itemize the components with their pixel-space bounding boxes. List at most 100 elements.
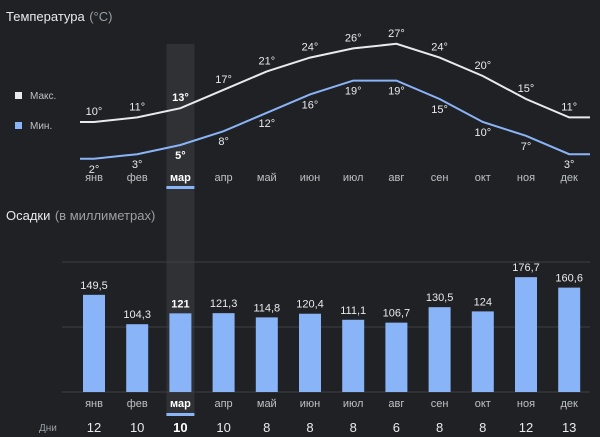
max-temperature-line — [80, 42, 590, 123]
legend-max-swatch — [15, 92, 22, 99]
days-value-label: 8 — [479, 420, 486, 435]
precipitation-bar — [83, 294, 105, 392]
max-temp-label: 24° — [431, 42, 448, 54]
precipitation-value-label: 176,7 — [512, 262, 540, 274]
temperature-month-label: июл — [343, 172, 364, 184]
precipitation-bar — [515, 277, 537, 392]
precipitation-bar — [255, 317, 278, 392]
precipitation-value-label: 130,5 — [426, 292, 454, 304]
temperature-month-labels: янв фев мар апр май июн июл авг сен окт ноя дек — [85, 172, 578, 184]
days-value-label: 10 — [173, 420, 187, 435]
precipitation-bar — [428, 307, 451, 392]
min-temp-label: 3° — [132, 159, 143, 171]
min-temp-label: 16° — [302, 99, 319, 111]
precipitation-month-label: июл — [343, 398, 364, 410]
min-temp-label: 19° — [345, 86, 362, 98]
legend-max-label: Макс. — [30, 91, 56, 102]
precipitation-month-label: фев — [127, 398, 148, 410]
precipitation-value-label: 121 — [171, 298, 189, 310]
temperature-month-label: июн — [300, 172, 320, 184]
temperature-month-label: сен — [431, 172, 449, 184]
precipitation-bar — [342, 319, 365, 392]
precipitation-bar — [471, 311, 494, 392]
max-temp-label: 26° — [345, 32, 362, 44]
precipitation-title: Осадки — [6, 208, 50, 223]
precipitation-bar — [126, 324, 149, 392]
selected-month-underline-top — [166, 186, 195, 189]
max-temp-label: 11° — [561, 101, 577, 113]
precipitation-value-label: 121,3 — [210, 298, 238, 310]
temperature-month-label: дек — [561, 172, 579, 184]
legend-min-label: Мин. — [30, 121, 52, 132]
days-value-label: 12 — [519, 420, 533, 435]
days-value-label: 8 — [436, 420, 443, 435]
precipitation-month-label: янв — [85, 398, 103, 410]
temperature-month-label: окт — [475, 172, 491, 184]
precipitation-value-labels: 149,5 104,3 121 121,3 114,8 120,4 111,1 106,7 13… — [80, 262, 583, 321]
precipitation-bar — [212, 313, 235, 392]
precipitation-month-label: июн — [300, 398, 320, 410]
precipitation-value-label: 124 — [474, 296, 492, 308]
min-temp-label: 19° — [388, 86, 405, 98]
max-temp-label: 13° — [172, 92, 189, 104]
min-temp-label: 15° — [431, 104, 448, 116]
precipitation-bar — [385, 322, 408, 392]
precipitation-month-label: май — [257, 398, 277, 410]
temperature-month-label: апр — [214, 172, 232, 184]
min-temp-label: 8° — [218, 136, 229, 148]
min-temp-label: 10° — [474, 127, 491, 139]
precipitation-bar — [558, 287, 581, 392]
temperature-unit: (°C) — [89, 9, 112, 24]
temperature-month-label: фев — [127, 172, 148, 184]
days-value-label: 12 — [87, 420, 101, 435]
days-value-label: 10 — [216, 420, 230, 435]
temperature-month-label: ноя — [517, 172, 535, 184]
min-temperature-line — [80, 79, 590, 160]
max-temp-label: 10° — [86, 106, 103, 118]
precipitation-chart-title: Осадки (в миллиметрах) — [6, 207, 155, 224]
precipitation-value-label: 120,4 — [296, 299, 324, 311]
max-temp-label: 21° — [258, 55, 275, 67]
precipitation-gridlines — [62, 261, 590, 393]
precipitation-value-label: 106,7 — [383, 308, 411, 320]
min-temp-label: 7° — [521, 141, 532, 153]
precipitation-bars — [83, 277, 581, 392]
precipitation-value-label: 104,3 — [123, 309, 151, 321]
legend-min-swatch — [15, 122, 22, 129]
precipitation-month-labels: янв фев мар апр май июн июл авг сен окт ноя дек — [85, 398, 578, 410]
temperature-month-label: май — [257, 172, 277, 184]
days-value-label: 8 — [263, 420, 270, 435]
precipitation-month-label: окт — [475, 398, 491, 410]
min-temp-label: 5° — [175, 150, 186, 162]
max-temp-label: 20° — [474, 60, 491, 72]
days-value-label: 8 — [306, 420, 313, 435]
precipitation-month-label: мар — [170, 398, 191, 410]
temperature-month-label: авг — [388, 172, 404, 184]
max-temp-label: 17° — [215, 74, 232, 86]
precipitation-value-label: 111,1 — [340, 305, 366, 317]
selected-month-underline-bottom — [166, 413, 195, 416]
precipitation-month-label: дек — [561, 398, 579, 410]
days-value-label: 6 — [393, 420, 400, 435]
temperature-month-label: мар — [170, 172, 191, 184]
days-caption: Дни — [39, 423, 57, 434]
precipitation-value-label: 149,5 — [80, 280, 108, 292]
precipitation-value-label: 160,6 — [555, 273, 583, 285]
max-temp-label: 11° — [129, 101, 145, 113]
precipitation-days-labels: 12 10 10 10 8 8 8 6 8 8 12 13 — [87, 420, 577, 435]
precipitation-month-label: апр — [214, 398, 232, 410]
days-value-label: 10 — [130, 420, 144, 435]
temperature-chart-title: Температура (°C) — [6, 8, 112, 25]
precipitation-bar — [299, 313, 321, 392]
precipitation-value-label: 114,8 — [253, 302, 280, 314]
max-temp-label: 15° — [518, 83, 535, 95]
precipitation-month-label: сен — [431, 398, 449, 410]
days-value-label: 8 — [350, 420, 357, 435]
temperature-title: Температура — [6, 9, 86, 24]
min-temp-label: 2° — [89, 164, 100, 176]
precipitation-month-label: ноя — [517, 398, 535, 410]
precipitation-month-label: авг — [388, 398, 404, 410]
temperature-month-label: янв — [85, 172, 103, 184]
max-temp-label: 24° — [302, 42, 319, 54]
